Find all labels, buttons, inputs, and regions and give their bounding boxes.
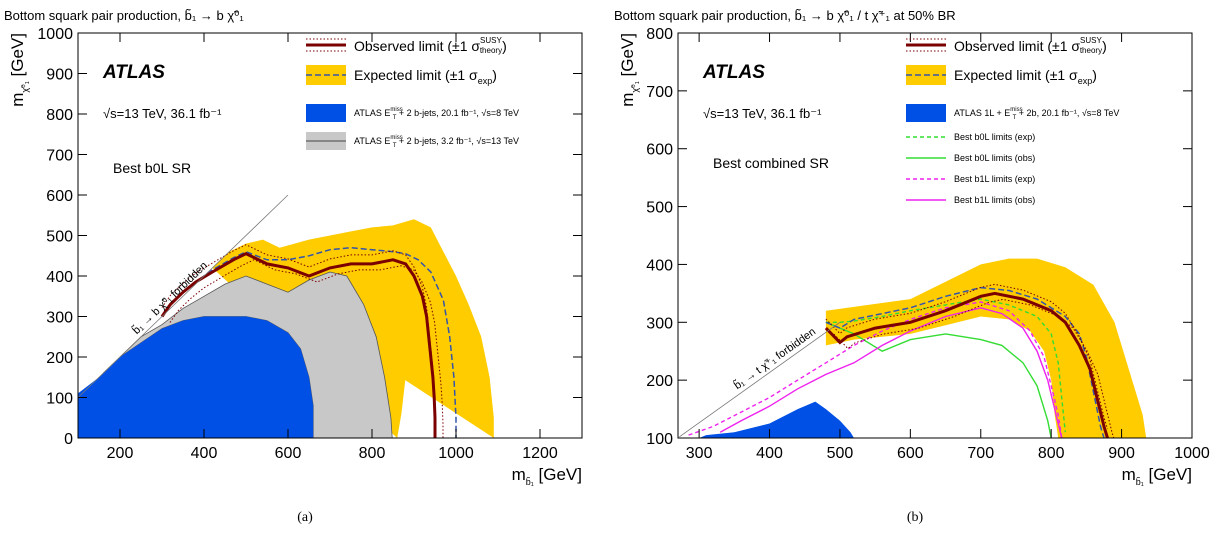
legend-expected-label: Expected limit (±1 σexp) bbox=[954, 67, 1097, 86]
y-tick-label: 700 bbox=[46, 148, 73, 165]
x-tick-label: 200 bbox=[107, 445, 134, 462]
y-tick-label: 300 bbox=[646, 315, 673, 332]
y-tick-label: 600 bbox=[46, 188, 73, 205]
x-tick-label: 800 bbox=[1038, 445, 1065, 462]
forbidden-diagonal-b bbox=[679, 321, 841, 438]
legend-swatch-prev-8tev bbox=[906, 104, 946, 122]
y-tick-label: 900 bbox=[46, 67, 73, 84]
expected-limit-line-b bbox=[825, 286, 1105, 438]
legend-prev-13tev-label: ATLAS Emiss T + 2 b-jets, 3.2 fb⁻¹, √s=13… bbox=[354, 135, 519, 149]
y-tick-label: 700 bbox=[646, 84, 673, 101]
prev-8tev-region-a bbox=[78, 316, 314, 438]
x-tick-label: 400 bbox=[756, 445, 783, 462]
y-tick-label: 500 bbox=[46, 229, 73, 246]
y-tick-label: 1000 bbox=[37, 26, 73, 43]
prev-8tev-region-b bbox=[699, 401, 854, 438]
y-tick-label: 400 bbox=[46, 269, 73, 286]
legend-b1l-obs-label: Best b1L limits (obs) bbox=[954, 195, 1035, 205]
x-tick-label: 700 bbox=[967, 445, 994, 462]
expected-band-b bbox=[825, 258, 1147, 438]
y-tick-label: 600 bbox=[646, 142, 673, 159]
y-tick-label: 200 bbox=[646, 373, 673, 390]
legend-observed-label: Observed limit (±1 σSUSY theory) bbox=[354, 36, 507, 55]
x-tick-label: 800 bbox=[359, 445, 386, 462]
chart-svg-b: 300 400 500 600 700 800 900 1000 100 200 300 400 500… bbox=[614, 8, 1210, 487]
legend-prev-8tev-label: ATLAS 1L + Emiss T + 2b, 20.1 fb⁻¹, √s=8 … bbox=[954, 107, 1119, 121]
observed-limit-line-a bbox=[160, 252, 437, 438]
y-tick-label: 100 bbox=[46, 391, 73, 408]
chart-panel-a: 200 400 600 800 1000 1200 0 100 200 300 400 500 600 7… bbox=[4, 8, 583, 525]
region-label-b: Best combined SR bbox=[713, 155, 829, 171]
experiment-label-a: ATLAS bbox=[102, 62, 165, 83]
y-tick-label: 100 bbox=[646, 431, 673, 448]
x-tick-label: 300 bbox=[686, 445, 713, 462]
y-tick-label: 500 bbox=[646, 200, 673, 217]
y-axis-label-a: mχ̃⁰₁ [GeV] bbox=[8, 33, 30, 107]
b1l-exp-line bbox=[688, 301, 1063, 438]
x-tick-label: 1000 bbox=[438, 445, 474, 462]
x-tick-label: 600 bbox=[275, 445, 302, 462]
y-tick-label: 800 bbox=[646, 26, 673, 43]
forbidden-diagonal-a bbox=[78, 194, 289, 398]
legend-prev-8tev-label: ATLAS Emiss T + 2 b-jets, 20.1 fb⁻¹, √s=8… bbox=[354, 107, 519, 121]
y-tick-label: 400 bbox=[646, 257, 673, 274]
x-axis-label-b: mb̃₁ [GeV] bbox=[1122, 465, 1192, 487]
plot-area-b bbox=[679, 258, 1147, 438]
x-axis-label-a: mb̃₁ [GeV] bbox=[512, 465, 582, 487]
chart-svg-a: 200 400 600 800 1000 1200 0 100 200 300 400 500 600 7… bbox=[4, 8, 583, 487]
plot-frame-b bbox=[677, 32, 1193, 439]
x-tick-label: 500 bbox=[827, 445, 854, 462]
legend-observed-label: Observed limit (±1 σSUSY theory) bbox=[954, 36, 1107, 55]
chart-panel-b: 300 400 500 600 700 800 900 1000 100 200 300 400 500… bbox=[610, 0, 1220, 541]
chart-title-b: Bottom squark pair production, b̃₁ → b χ… bbox=[614, 8, 956, 23]
b0l-obs-line bbox=[825, 321, 1052, 438]
y-tick-label: 800 bbox=[46, 107, 73, 124]
energy-lumi-label-a: √s=13 TeV, 36.1 fb⁻¹ bbox=[103, 106, 222, 121]
plot-area-a bbox=[78, 194, 494, 438]
b1l-obs-line bbox=[719, 307, 1063, 438]
observed-theory-down-a bbox=[169, 259, 444, 438]
caption-b: (b) bbox=[906, 510, 924, 525]
region-label-a: Best b0L SR bbox=[113, 160, 191, 176]
caption-a: (a) bbox=[297, 510, 313, 525]
x-tick-label: 600 bbox=[897, 445, 924, 462]
experiment-label-b: ATLAS bbox=[702, 62, 765, 83]
energy-lumi-label-b: √s=13 TeV, 36.1 fb⁻¹ bbox=[703, 106, 822, 121]
legend-b0l-exp-label: Best b0L limits (exp) bbox=[954, 132, 1035, 142]
legend-expected-label: Expected limit (±1 σexp) bbox=[354, 67, 497, 86]
y-axis-label-b: mχ̃⁰₁ [GeV] bbox=[618, 33, 640, 107]
legend-b1l-exp-label: Best b1L limits (exp) bbox=[954, 174, 1035, 184]
legend-b0l-obs-label: Best b0L limits (obs) bbox=[954, 153, 1035, 163]
x-tick-label: 400 bbox=[191, 445, 218, 462]
legend-swatch-prev-8tev bbox=[306, 104, 346, 122]
x-tick-label: 1200 bbox=[522, 445, 558, 462]
y-tick-label: 300 bbox=[46, 310, 73, 327]
forbidden-label-b: b̃₁ → t χ̃⁺₁ forbidden bbox=[731, 325, 818, 392]
y-tick-label: 200 bbox=[46, 350, 73, 367]
y-tick-label: 0 bbox=[64, 431, 73, 448]
observed-limit-line-b bbox=[824, 291, 1109, 438]
b0l-exp-line bbox=[825, 298, 1066, 433]
x-tick-label: 900 bbox=[1108, 445, 1135, 462]
x-tick-label: 1000 bbox=[1174, 445, 1210, 462]
chart-title-a: Bottom squark pair production, b̃₁ → b χ… bbox=[4, 8, 244, 23]
